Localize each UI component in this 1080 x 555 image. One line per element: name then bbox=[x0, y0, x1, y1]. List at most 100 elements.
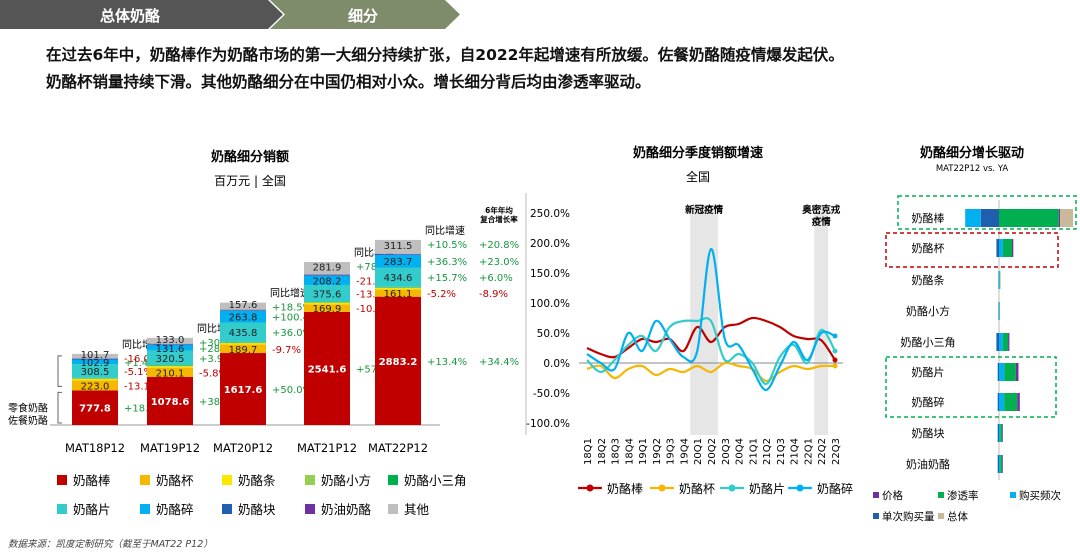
legend-label: 单次购买量 bbox=[882, 510, 935, 523]
driver-bar bbox=[999, 209, 1059, 227]
legend-swatch bbox=[1010, 492, 1016, 498]
growth-value: -9.7% bbox=[272, 345, 301, 356]
legend-label: 奶酪片 bbox=[749, 481, 785, 496]
bar-segment bbox=[220, 310, 266, 311]
driver-bar bbox=[999, 363, 1005, 381]
group-label-snack: 零食奶酪 bbox=[8, 402, 48, 415]
series-line bbox=[586, 361, 836, 383]
growth-value: +10.5% bbox=[427, 240, 467, 251]
driver-bar bbox=[999, 333, 1003, 351]
bar-value-label: 435.8 bbox=[229, 328, 258, 339]
legend-swatch bbox=[938, 492, 944, 498]
x-tick-label: 18Q2 bbox=[597, 438, 608, 465]
bar-segment bbox=[220, 344, 266, 354]
driver-bar bbox=[997, 393, 999, 411]
legend-swatch bbox=[140, 504, 150, 514]
chart2-title: 奶酪细分季度销额增速 bbox=[632, 145, 763, 161]
driver-bar bbox=[1015, 363, 1019, 381]
bar-segment bbox=[220, 302, 266, 310]
legend-label: 其他 bbox=[404, 502, 430, 517]
bracket-snack bbox=[57, 391, 62, 424]
driver-bar bbox=[996, 239, 999, 257]
cagr-value: +20.8% bbox=[479, 240, 519, 251]
bar-value-label: 1617.6 bbox=[224, 385, 263, 396]
bar-segment bbox=[375, 254, 421, 255]
y-tick-label: 100.0% bbox=[530, 298, 570, 310]
bar-segment bbox=[147, 367, 193, 378]
legend-label: 奶酪条 bbox=[238, 473, 276, 488]
bar-segment bbox=[304, 304, 350, 312]
growth-value: -5.2% bbox=[427, 289, 456, 300]
bar-segment bbox=[72, 390, 118, 425]
legend-swatch bbox=[388, 504, 398, 514]
category-label: 奶酪小方 bbox=[906, 304, 950, 318]
x-tick-label: 21Q3 bbox=[776, 438, 787, 465]
bar-segment bbox=[304, 303, 350, 305]
driver-bar bbox=[997, 455, 999, 473]
x-tick-label: 20Q1 bbox=[693, 438, 704, 465]
category-label: 奶酪碎 bbox=[912, 395, 945, 409]
x-tick-label: 21Q4 bbox=[790, 438, 801, 465]
series-line bbox=[586, 317, 836, 386]
x-tick-label: 19Q4 bbox=[679, 438, 690, 465]
bar-value-label: 169.9 bbox=[313, 304, 342, 315]
x-tick-label: 19Q1 bbox=[638, 438, 649, 465]
driver-bar bbox=[999, 302, 1000, 320]
growth-value: -10.4% bbox=[356, 304, 391, 315]
legend-label: 奶酪块 bbox=[238, 502, 276, 517]
bar-segment bbox=[72, 364, 118, 378]
driver-bar bbox=[999, 424, 1001, 442]
legend-marker bbox=[728, 484, 736, 492]
bar-segment bbox=[220, 342, 266, 344]
driver-bar bbox=[999, 455, 1001, 473]
driver-bar bbox=[996, 333, 999, 351]
legend-label: 购买频次 bbox=[1019, 489, 1061, 502]
x-tick-label: 21Q2 bbox=[762, 438, 773, 465]
event-label: 新冠疫情 bbox=[685, 204, 724, 216]
tab-segment-bg[interactable] bbox=[270, 0, 460, 29]
legend-swatch bbox=[305, 504, 315, 514]
category-label: 奶酪棒 bbox=[912, 211, 945, 225]
legend-marker bbox=[796, 484, 804, 492]
bar-value-label: 281.9 bbox=[313, 262, 342, 273]
section-tabs bbox=[0, 0, 460, 29]
driver-bar bbox=[1002, 239, 1012, 257]
growth-value: +38.7% bbox=[199, 397, 239, 408]
bar-segment bbox=[72, 380, 118, 391]
bar-segment bbox=[375, 267, 421, 287]
legend-label: 奶酪棒 bbox=[73, 473, 111, 488]
tab-overall-bg[interactable] bbox=[0, 0, 283, 29]
bar-value-label: 161.1 bbox=[384, 289, 413, 300]
bar-value-label: 434.6 bbox=[384, 273, 413, 284]
tab-segment[interactable]: 细分 bbox=[348, 7, 379, 25]
growth-header: 同比增速 bbox=[425, 224, 465, 237]
growth-value: -21.1% bbox=[356, 276, 391, 287]
cagr-value: -8.9% bbox=[479, 289, 508, 300]
legend-label: 价格 bbox=[882, 489, 903, 502]
bar-value-label: 223.0 bbox=[81, 381, 110, 392]
bar-value-label: 2541.6 bbox=[308, 364, 347, 375]
bar-segment bbox=[220, 310, 266, 323]
bar-segment bbox=[375, 289, 421, 297]
bar-segment bbox=[304, 284, 350, 302]
bar-segment bbox=[147, 350, 193, 365]
bar-segment bbox=[375, 288, 421, 290]
bar-value-label: 157.6 bbox=[229, 300, 258, 311]
x-tick-label: 22Q3 bbox=[831, 438, 842, 465]
bar-value-label: 777.8 bbox=[79, 404, 111, 415]
driver-bar bbox=[1060, 209, 1074, 227]
legend-swatch bbox=[873, 492, 879, 498]
bar-segment bbox=[147, 337, 193, 344]
growth-value: +28.7% bbox=[199, 344, 239, 355]
series-line bbox=[586, 316, 836, 361]
tab-overall[interactable]: 总体奶酪 bbox=[100, 7, 161, 25]
legend-label: 奶酪碎 bbox=[817, 481, 853, 496]
category-label: 奶酪块 bbox=[912, 426, 945, 440]
bar-value-label: 320.5 bbox=[156, 354, 185, 365]
highlight-box bbox=[885, 232, 1059, 268]
driver-bar bbox=[998, 271, 999, 289]
growth-driver-chart: 奶酪细分增长驱动 MAT22P12 vs. YA 奶酪棒奶酪杯奶酪条奶酪小方奶酪小三… bbox=[873, 145, 1077, 523]
legend-label: 渗透率 bbox=[947, 489, 979, 502]
growth-value: +18.5% bbox=[272, 303, 312, 314]
